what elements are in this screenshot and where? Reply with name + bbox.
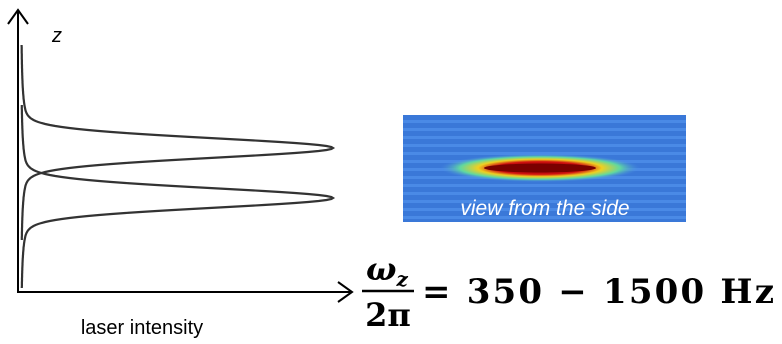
equation-rhs: = 350 − 1500 Hz — [422, 272, 774, 312]
image-caption: view from the side — [460, 197, 629, 220]
diagram: z laser intensity view from the side ωz … — [0, 0, 782, 344]
intensity-profile — [22, 105, 333, 288]
z-label: z — [51, 25, 62, 47]
subscript: z — [395, 267, 408, 291]
omega: ω — [366, 250, 396, 288]
x-label: laser intensity — [81, 317, 203, 339]
side-view-image: view from the side — [403, 115, 686, 222]
numerator: ωz — [366, 250, 408, 291]
denominator: 2π — [365, 296, 411, 334]
atom-cloud-core — [484, 164, 596, 173]
equation: ωz 2π = 350 − 1500 Hz — [362, 250, 774, 334]
axes — [8, 10, 352, 302]
